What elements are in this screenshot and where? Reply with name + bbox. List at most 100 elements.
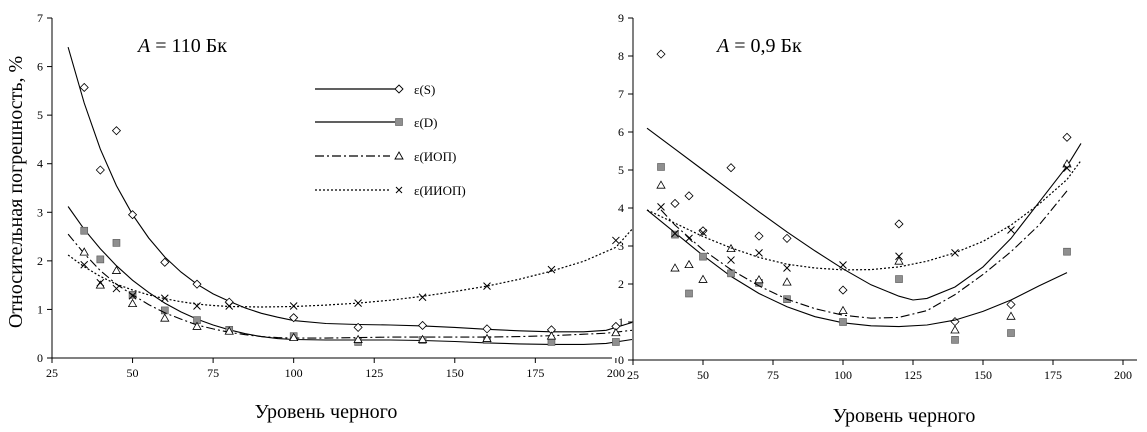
c0-point-iiop-7	[289, 302, 298, 310]
c0-point-d-2	[112, 239, 121, 247]
c1-point-iop-8	[894, 256, 904, 265]
legend-label-d: ε(D)	[414, 115, 438, 130]
c0-xtick-label-125: 125	[365, 366, 383, 380]
c1-point-iiop-3	[699, 228, 707, 237]
c0-ytick-label-7: 7	[37, 11, 43, 25]
c0-point-s-10	[482, 324, 492, 334]
c1-xtick-label-100: 100	[834, 368, 852, 382]
c1-ytick-label-3: 3	[618, 239, 624, 253]
c0-point-s-7	[289, 313, 299, 323]
chart-right: 0 1 2 3 4 5 6 7 8 9 25 50 75 100 125 150 175 200	[618, 11, 1137, 382]
legend-label-iop: ε(ИОП)	[414, 149, 456, 164]
c1-ytick-label-6: 6	[618, 125, 624, 139]
c1-point-s-6	[782, 233, 792, 243]
c1-point-s-7	[838, 285, 848, 295]
c0-point-s-3	[127, 210, 138, 220]
c1-point-d-7	[839, 318, 847, 326]
c1-point-d-0	[657, 163, 665, 171]
c0-point-iiop-5	[193, 302, 201, 310]
c1-point-iiop-2	[685, 234, 693, 243]
c1-xtick-label-125: 125	[904, 368, 922, 382]
c1-point-iop-3	[698, 274, 708, 283]
annotation-right-value: = 0,9 Бк	[729, 35, 802, 57]
c0-point-iop-10	[482, 333, 492, 342]
c1-point-s-0	[656, 49, 666, 59]
c1-point-d-4	[727, 269, 735, 278]
legend-item-s: ε(S)	[315, 82, 435, 97]
c0-ytick-label-6: 6	[37, 60, 43, 74]
c0-fit-iop	[67, 233, 633, 339]
c1-ytick-label-4: 4	[618, 201, 624, 215]
c1-point-iiop-6	[783, 264, 791, 272]
c0-point-iop-3	[127, 298, 138, 307]
c1-point-iop-2	[684, 259, 694, 269]
annotation-left-var: A	[136, 35, 151, 57]
c0-ytick-label-1: 1	[37, 302, 43, 316]
c1-point-s-4	[726, 163, 736, 173]
c1-point-s-2	[684, 191, 694, 201]
c0-point-d-12	[612, 338, 620, 346]
c1-ytick-label-0: 0	[618, 353, 624, 367]
c1-point-iop-0	[656, 180, 666, 189]
c1-xtick-label-175: 175	[1044, 368, 1062, 382]
c1-point-iiop-10	[1007, 226, 1015, 234]
c1-point-iiop-4	[727, 256, 735, 264]
c0-xtick-label-50: 50	[127, 366, 139, 380]
c1-ytick-label-8: 8	[618, 49, 624, 63]
c0-xtick-label-75: 75	[207, 366, 219, 380]
c0-ytick-label-0: 0	[37, 351, 43, 365]
c0-point-iop-6	[224, 326, 234, 335]
c0-point-s-8	[353, 322, 363, 332]
c1-point-s-1	[670, 198, 680, 209]
c0-xtick-label-100: 100	[285, 366, 303, 380]
c1-xtick-label-150: 150	[974, 368, 992, 382]
c1-point-d-11	[1063, 247, 1071, 256]
y-axis-label: Относительная погрешность, %	[5, 56, 27, 328]
c0-point-d-0	[80, 226, 89, 235]
c0-point-iop-8	[353, 334, 363, 343]
c1-point-d-2	[685, 289, 693, 298]
c0-point-iiop-4	[160, 294, 169, 303]
c0-point-iiop-12	[612, 236, 620, 245]
c1-xtick-label-200: 200	[1114, 368, 1132, 382]
legend-marker-d	[395, 118, 403, 126]
annotation-right: A = 0,9 Бк	[715, 35, 802, 57]
c1-point-iiop-1	[671, 229, 679, 238]
c1-point-iiop-9	[951, 248, 959, 257]
c1-point-d-8	[895, 275, 903, 283]
c0-point-iop-9	[417, 334, 428, 343]
annotation-right-var: A	[715, 35, 730, 57]
c1-point-iop-9	[950, 325, 960, 334]
c1-point-iop-5	[754, 275, 764, 284]
legend-label-iiop: ε(ИИОП)	[414, 183, 466, 198]
c0-point-iiop-8	[354, 299, 362, 307]
c0-ytick-label-5: 5	[37, 108, 43, 122]
c0-ytick-label-4: 4	[37, 157, 43, 171]
c1-point-s-11	[1062, 132, 1072, 142]
c0-ytick-label-3: 3	[37, 205, 43, 219]
c1-point-iop-1	[670, 263, 680, 272]
c1-point-iop-7	[838, 305, 848, 314]
c1-fit-iop	[660, 190, 1068, 319]
c0-point-s-0	[79, 82, 89, 93]
c0-point-iiop-9	[418, 293, 427, 302]
c1-ytick-label-1: 1	[618, 315, 624, 329]
c1-point-s-8	[894, 219, 904, 229]
c1-point-iiop-0	[657, 203, 665, 211]
legend-label-s: ε(S)	[414, 82, 435, 97]
c1-point-d-1	[671, 230, 679, 239]
c0-point-iop-4	[160, 313, 170, 322]
c0-point-iiop-0	[80, 260, 89, 269]
c0-point-s-4	[160, 257, 170, 267]
c0-fit-s	[67, 46, 633, 333]
c1-point-d-9	[951, 336, 959, 344]
c0-point-iiop-3	[128, 291, 137, 300]
c1-point-d-3	[699, 252, 707, 261]
c0-point-iiop-11	[547, 265, 556, 274]
c1-ytick-label-5: 5	[618, 163, 624, 177]
c0-point-iiop-10	[483, 282, 491, 290]
legend-marker-iop	[394, 151, 404, 160]
legend-item-d: ε(D)	[315, 115, 438, 130]
c1-fit-d	[646, 209, 1068, 328]
